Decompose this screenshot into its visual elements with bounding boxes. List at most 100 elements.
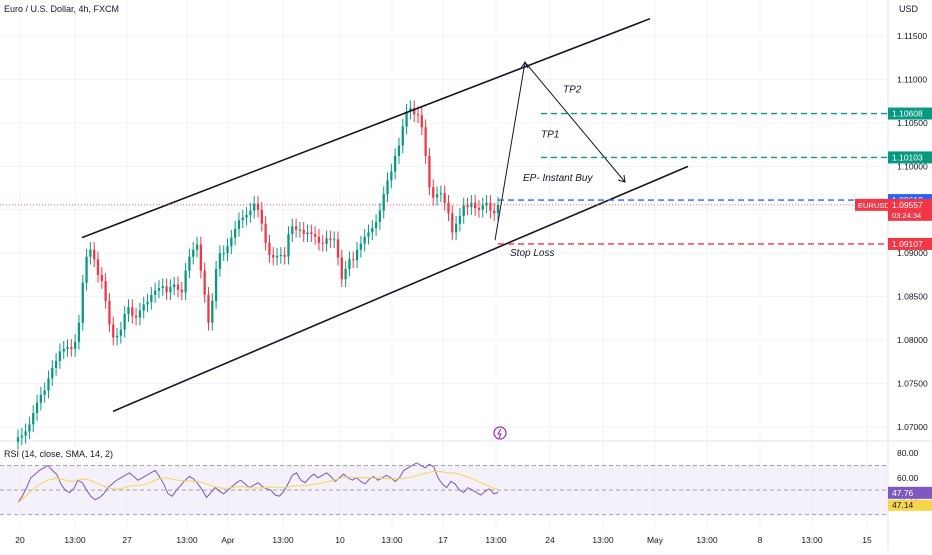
time-tick-label: 15	[862, 535, 872, 545]
candle-body	[409, 108, 412, 112]
time-tick-label: 8	[758, 535, 763, 545]
candle-body	[333, 239, 336, 241]
candle-body	[386, 180, 389, 195]
symbol-tag-label: EURUSD	[858, 201, 890, 210]
candle-body	[214, 268, 218, 302]
candle-body	[112, 324, 115, 338]
candle-body	[264, 223, 267, 243]
time-tick-label: 13:00	[272, 535, 294, 545]
candle-body	[218, 253, 222, 269]
candle-body	[348, 259, 351, 269]
level-price-label: 1.10103	[892, 152, 923, 162]
candle-body	[329, 238, 332, 241]
candle-body	[241, 217, 244, 221]
candle-body	[207, 294, 210, 323]
candle-body	[394, 155, 397, 172]
candle-body	[256, 203, 260, 210]
time-tick-label: May	[647, 535, 664, 545]
candle-body	[131, 307, 134, 316]
countdown-label: 03:24:34	[892, 211, 921, 220]
candle-body	[74, 341, 77, 349]
candle-body	[195, 244, 199, 250]
candle-body	[401, 126, 404, 146]
candle-body	[66, 347, 69, 349]
candle-body	[306, 232, 309, 235]
candle-body	[325, 238, 328, 244]
candle-body	[302, 229, 305, 235]
level-price-label: 1.10608	[892, 109, 923, 119]
candle-body	[192, 249, 195, 257]
rsi-axis-label: 80.00	[897, 448, 919, 458]
candle-body	[96, 259, 100, 275]
rsi-value-tag	[888, 486, 932, 499]
candle-body	[43, 390, 46, 395]
candle-body	[100, 274, 103, 282]
candle-body	[161, 286, 164, 288]
price-tick-label: 1.07500	[897, 379, 928, 389]
candle-body	[474, 202, 477, 209]
candle-body	[226, 246, 229, 254]
candle-body	[32, 413, 35, 425]
candle-body	[119, 329, 122, 336]
price-tick-label: 1.11500	[897, 31, 927, 41]
candle-body	[428, 155, 431, 188]
time-tick-label: 17	[438, 535, 448, 545]
rsi-axis-label: 60.00	[897, 473, 919, 483]
candle-body	[378, 210, 382, 222]
annotation-text: TP2	[563, 85, 582, 96]
annotation-text: Stop Loss	[510, 248, 554, 259]
channel-upper-line	[81, 17, 651, 239]
time-tick-label: 13:00	[64, 535, 86, 545]
candle-body	[85, 256, 88, 283]
candle-body	[279, 254, 282, 256]
candle-body	[51, 367, 54, 379]
rsi-sma-line	[17, 470, 499, 503]
candle-body	[272, 254, 275, 258]
level-price-tag	[888, 107, 932, 120]
candle-body	[28, 424, 31, 432]
rsi-sma-label: 47.14	[892, 500, 914, 510]
candle-body	[458, 215, 462, 224]
candle-body	[123, 314, 126, 330]
candle-body	[489, 202, 492, 211]
candle-body	[203, 270, 206, 295]
chart-title: Euro / U.S. Dollar, 4h, FXCM	[4, 4, 120, 14]
candle-body	[485, 202, 488, 206]
time-tick-label: Apr	[221, 535, 234, 545]
time-tick-label: 10	[335, 535, 345, 545]
currency-label: USD	[899, 4, 919, 14]
candle-body	[462, 205, 465, 216]
price-tick-label: 1.09000	[897, 248, 928, 258]
candle-body	[435, 194, 439, 198]
candle-body	[70, 347, 73, 349]
candle-body	[291, 226, 294, 235]
arrowhead-down	[617, 174, 626, 183]
candle-body	[294, 226, 298, 230]
candle-body	[314, 234, 317, 237]
candle-body	[142, 304, 145, 311]
candle-body	[93, 249, 96, 260]
candle-body	[165, 286, 168, 293]
level-price-label: 1.09107	[892, 239, 923, 249]
symbol-tag	[855, 198, 888, 211]
candle-body	[405, 111, 408, 127]
candle-body	[374, 221, 378, 229]
candle-body	[317, 236, 321, 243]
candle-body	[58, 351, 62, 361]
annotation-text: TP1	[541, 130, 559, 141]
candle-body	[260, 209, 263, 224]
candle-body	[173, 284, 176, 288]
candle-body	[146, 301, 149, 305]
candle-body	[477, 208, 481, 210]
candle-body	[481, 205, 484, 210]
candle-body	[344, 268, 347, 280]
candle-body	[321, 242, 324, 244]
candle-body	[157, 287, 161, 291]
last-price-label: 1.09557	[892, 200, 923, 210]
candle-body	[20, 435, 23, 438]
arrowhead-up	[520, 61, 529, 69]
candle-body	[150, 294, 153, 302]
candle-body	[24, 431, 27, 436]
